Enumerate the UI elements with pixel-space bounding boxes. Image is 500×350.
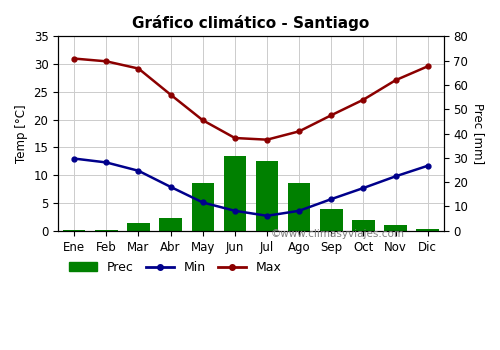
Title: Gráfico climático - Santiago: Gráfico climático - Santiago bbox=[132, 15, 370, 31]
Y-axis label: Temp [°C]: Temp [°C] bbox=[15, 104, 28, 163]
Bar bbox=[416, 229, 439, 231]
Bar bbox=[192, 183, 214, 231]
Bar bbox=[63, 230, 86, 231]
Bar bbox=[160, 218, 182, 231]
Bar bbox=[288, 183, 310, 231]
Bar bbox=[127, 224, 150, 231]
Y-axis label: Prec [mm]: Prec [mm] bbox=[472, 103, 485, 164]
Bar bbox=[384, 225, 407, 231]
Legend: Prec, Min, Max: Prec, Min, Max bbox=[64, 256, 287, 279]
Bar bbox=[95, 230, 118, 231]
Bar bbox=[352, 219, 374, 231]
Bar bbox=[320, 209, 342, 231]
Bar bbox=[224, 156, 246, 231]
Bar bbox=[256, 161, 278, 231]
Text: ©www.climasyviajes.com: ©www.climasyviajes.com bbox=[270, 229, 404, 239]
